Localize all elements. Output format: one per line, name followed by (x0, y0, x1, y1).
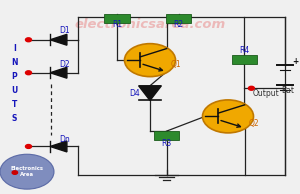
Text: Q2: Q2 (248, 119, 259, 128)
Circle shape (12, 171, 17, 174)
FancyBboxPatch shape (232, 55, 257, 64)
Text: electronicsarea.com: electronicsarea.com (74, 18, 226, 31)
Text: P: P (11, 72, 17, 81)
Text: S: S (12, 114, 17, 123)
Text: Q1: Q1 (170, 60, 181, 68)
Polygon shape (50, 67, 67, 78)
Text: N: N (11, 58, 18, 67)
Text: Bat: Bat (281, 86, 295, 95)
Text: D4: D4 (129, 89, 140, 98)
Text: U: U (11, 86, 17, 95)
Text: Area: Area (20, 172, 34, 177)
Circle shape (26, 71, 32, 75)
FancyBboxPatch shape (166, 14, 191, 23)
Text: +: + (292, 57, 299, 66)
Circle shape (26, 145, 32, 148)
Polygon shape (139, 86, 161, 100)
Circle shape (26, 38, 32, 42)
Text: R3: R3 (161, 139, 172, 148)
Text: Electronics: Electronics (11, 166, 43, 171)
Circle shape (202, 100, 253, 133)
Circle shape (248, 86, 254, 90)
Text: I: I (13, 44, 16, 53)
Text: D1: D1 (59, 26, 70, 35)
Text: T: T (12, 100, 17, 109)
Text: R2: R2 (173, 20, 184, 29)
Circle shape (0, 154, 54, 189)
Polygon shape (50, 34, 67, 45)
Circle shape (124, 44, 176, 77)
Polygon shape (50, 141, 67, 152)
Text: D2: D2 (59, 60, 70, 68)
FancyBboxPatch shape (154, 131, 179, 140)
Text: R1: R1 (112, 20, 122, 29)
Text: R4: R4 (239, 46, 250, 55)
FancyBboxPatch shape (104, 14, 130, 23)
Text: Dn: Dn (59, 135, 70, 144)
Text: Output: Output (253, 89, 280, 98)
